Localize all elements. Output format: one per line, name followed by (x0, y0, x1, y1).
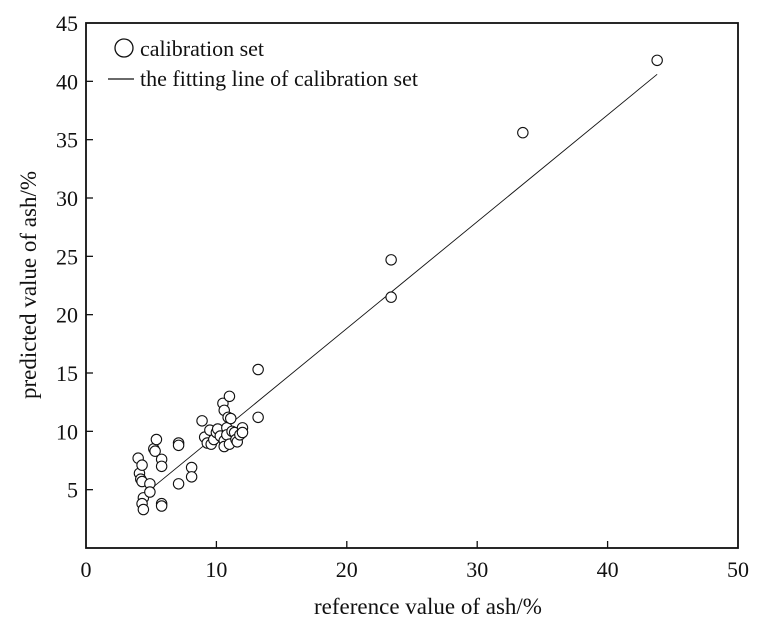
data-point (136, 459, 148, 471)
data-point (224, 412, 237, 425)
data-point (252, 363, 264, 376)
data-point (144, 486, 156, 498)
y-axis-label: predicted value of ash/% (16, 171, 41, 399)
data-point (196, 415, 208, 427)
y-tick-label: 10 (56, 419, 78, 444)
data-point (150, 433, 163, 446)
legend-label-fitting-line: the fitting line of calibration set (140, 66, 418, 91)
y-tick-label: 15 (56, 361, 78, 386)
data-point (385, 254, 397, 266)
y-tick-label: 45 (56, 11, 78, 36)
data-point (252, 411, 264, 424)
x-tick-label: 30 (466, 557, 488, 582)
x-axis-label: reference value of ash/% (314, 594, 542, 619)
legend-marker-circle (114, 38, 134, 58)
x-tick-label: 50 (727, 557, 749, 582)
data-point (236, 426, 249, 439)
data-point (223, 390, 236, 403)
x-tick-label: 40 (597, 557, 619, 582)
y-tick-label: 20 (56, 303, 78, 328)
y-tick-label: 35 (56, 128, 78, 153)
legend-label-calibration-set: calibration set (140, 36, 264, 61)
y-tick-label: 40 (56, 69, 78, 94)
x-tick-label: 0 (81, 557, 92, 582)
axis-ticks: 0 10 20 30 40 50 5 10 15 20 25 30 35 40 45 (56, 11, 749, 582)
y-tick-label: 30 (56, 186, 78, 211)
data-point (137, 503, 150, 516)
data-point (517, 126, 529, 139)
data-point (155, 460, 168, 473)
data-point (385, 291, 397, 303)
x-tick-label: 10 (205, 557, 227, 582)
data-point (185, 471, 198, 483)
data-point (155, 500, 168, 512)
legend: calibration set the fitting line of cali… (108, 36, 418, 91)
y-tick-label: 25 (56, 244, 78, 269)
data-point (651, 54, 663, 67)
data-points (132, 54, 663, 516)
data-point (172, 478, 185, 490)
x-tick-label: 20 (336, 557, 358, 582)
plot-frame (85, 22, 739, 549)
data-point (149, 445, 161, 457)
y-tick-label: 5 (67, 478, 78, 503)
data-point (172, 439, 185, 452)
